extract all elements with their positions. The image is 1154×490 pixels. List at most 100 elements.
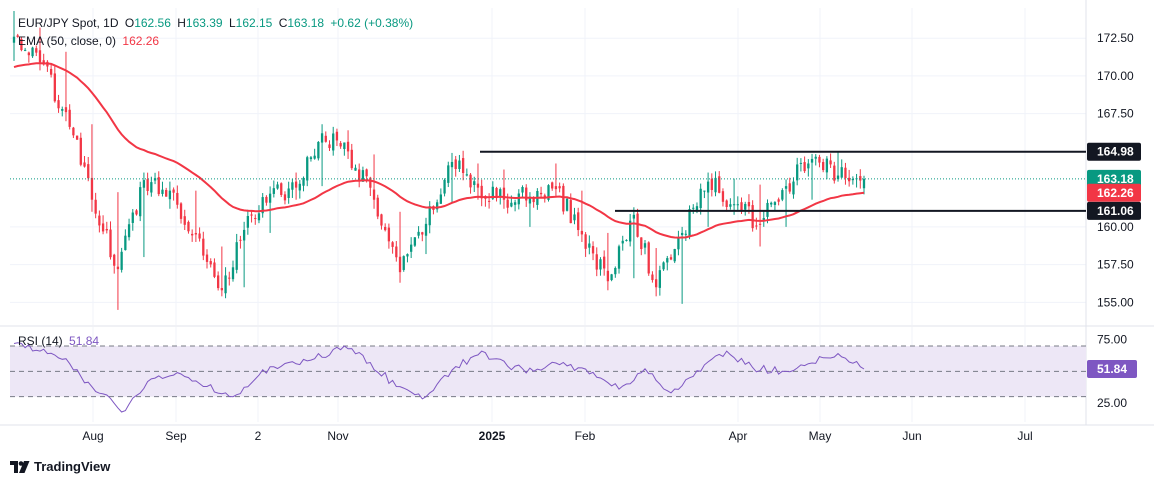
candle-body: [239, 239, 242, 241]
candle-body: [591, 246, 595, 254]
candle-body: [796, 164, 799, 181]
time-tick-label: Jun: [902, 429, 921, 443]
candle-body: [294, 181, 298, 188]
candle-body: [287, 188, 290, 198]
candle-body: [150, 182, 153, 193]
candle-body: [818, 156, 821, 163]
candle-body: [461, 158, 465, 174]
rsi-pane: 75.00 25.00 51.84: [10, 333, 1137, 413]
candle-body: [350, 149, 353, 169]
candle-body: [680, 232, 684, 236]
rsi-label[interactable]: RSI (14): [18, 334, 63, 348]
candle-body: [250, 214, 253, 216]
candle-body: [458, 160, 461, 170]
candle-body: [12, 36, 16, 43]
time-tick-label: Jul: [1017, 429, 1032, 443]
candle-body: [677, 237, 680, 250]
candle-body: [209, 261, 212, 265]
price-badge-label: 162.26: [1097, 186, 1134, 200]
candle-body: [595, 254, 598, 270]
candle-body: [191, 233, 194, 236]
time-tick-label: Apr: [729, 429, 748, 443]
close-label: C: [278, 16, 288, 30]
candle-body: [836, 175, 840, 180]
candle-body: [87, 164, 90, 179]
candle-body: [361, 170, 365, 182]
rsi-tick-label: 75.00: [1097, 333, 1127, 347]
candle-body: [198, 233, 201, 239]
symbol-label[interactable]: EUR/JPY Spot, 1D: [18, 16, 119, 30]
candle-body: [495, 187, 498, 199]
candle-body: [862, 178, 866, 189]
candle-body: [254, 218, 257, 220]
candle-body: [23, 49, 27, 51]
candle-body: [402, 256, 405, 270]
candle-body: [606, 270, 610, 282]
candle-body: [710, 178, 713, 190]
candle-body: [565, 198, 569, 211]
candle-body: [521, 186, 524, 193]
candle-body: [231, 267, 235, 280]
candle-body: [79, 137, 82, 165]
candle-body: [94, 199, 97, 214]
candle-body: [814, 156, 817, 159]
tradingview-logo[interactable]: TradingView: [10, 459, 110, 474]
candle-body: [332, 133, 335, 151]
candle-body: [16, 35, 19, 37]
candle-body: [339, 143, 342, 147]
candle-body: [346, 141, 350, 152]
candle-body: [165, 189, 168, 197]
price-tick-label: 172.50: [1097, 31, 1134, 45]
candle-body: [27, 52, 30, 56]
candle-body: [384, 226, 387, 231]
candle-body: [172, 189, 175, 193]
candle-body: [49, 68, 53, 75]
candle-body: [506, 199, 509, 208]
candle-body: [799, 162, 803, 164]
low-value: 162.15: [235, 16, 273, 30]
time-tick-label: Nov: [327, 429, 348, 443]
candle-body: [183, 216, 186, 225]
candle-body: [265, 196, 268, 203]
price-tick-label: 160.00: [1097, 220, 1134, 234]
candle-body: [454, 159, 457, 169]
price-badge-label: 164.98: [1097, 145, 1134, 159]
candle-body: [554, 186, 558, 190]
candle-body: [647, 242, 650, 274]
ohlc-header: EUR/JPY Spot, 1D O162.56 H163.39 L162.15…: [18, 16, 416, 30]
price-tick-label: 167.50: [1097, 107, 1134, 121]
time-tick-label: May: [809, 429, 832, 443]
candle-body: [157, 177, 160, 195]
candle-body: [718, 176, 721, 193]
price-axis: 172.50 170.00 167.50 160.00 157.50 155.00 164.…: [1087, 31, 1141, 309]
candle-body: [629, 220, 632, 242]
candle-body: [744, 203, 747, 210]
candle-body: [391, 242, 394, 247]
ema-label[interactable]: EMA (50, close, 0): [18, 34, 117, 48]
candle-body: [747, 202, 751, 207]
candle-body: [844, 167, 847, 179]
candle-body: [205, 254, 209, 262]
candle-body: [98, 215, 101, 226]
candle-body: [421, 232, 424, 235]
candle-body: [714, 177, 717, 193]
candle-body: [803, 162, 806, 172]
candle-body: [684, 233, 687, 235]
price-badge: 163.18: [1087, 169, 1141, 188]
candle-body: [83, 162, 86, 167]
candle-body: [213, 262, 216, 277]
candle-body: [61, 109, 64, 111]
candle-body: [120, 251, 123, 270]
candle-body: [417, 231, 420, 236]
candle-body: [220, 288, 224, 291]
candle-body: [101, 223, 105, 232]
candle-body: [450, 161, 454, 168]
candle-body: [625, 239, 628, 241]
candle-body: [632, 214, 636, 219]
candle-body: [469, 174, 472, 188]
ema-value: 162.26: [122, 34, 160, 48]
candle-body: [859, 176, 862, 181]
candle-body: [176, 192, 179, 205]
